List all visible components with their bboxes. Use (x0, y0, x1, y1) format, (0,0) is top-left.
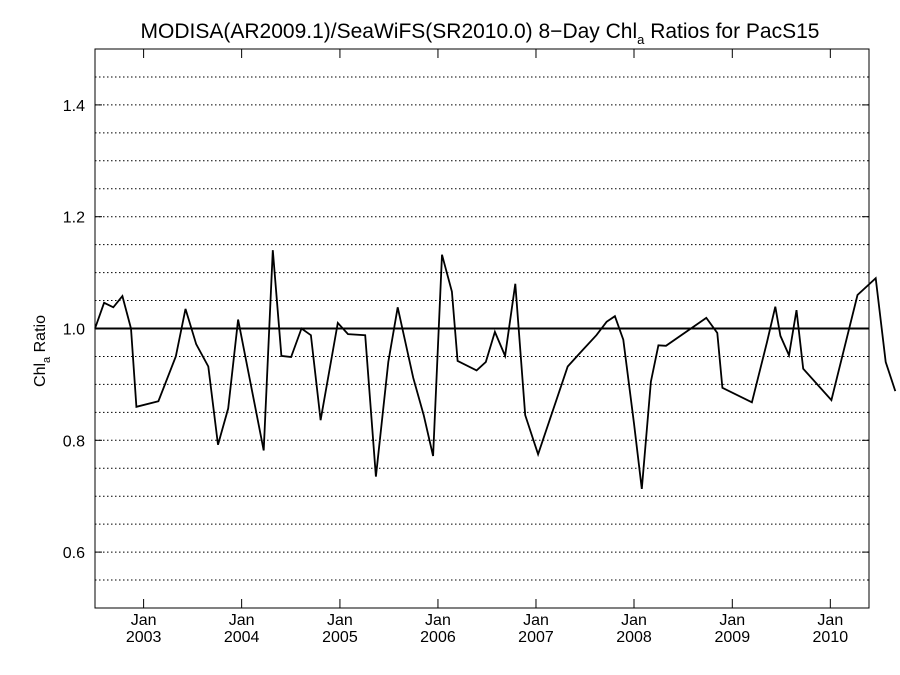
chart-title: MODISA(AR2009.1)/SeaWiFS(SR2010.0) 8−Day… (141, 20, 820, 47)
y-axis-label-prefix: Chl (32, 363, 49, 387)
y-axis-label: Chla Ratio (32, 315, 53, 387)
x-tick-label-month: Jan (523, 612, 549, 629)
y-tick-label: 0.6 (63, 545, 85, 562)
x-tick-label-year: 2010 (813, 629, 849, 646)
x-tick-label-month: Jan (817, 612, 843, 629)
x-tick-label-year: 2009 (715, 629, 751, 646)
series-group (94, 250, 897, 490)
x-tick-label-year: 2005 (322, 629, 358, 646)
x-tick-label-month: Jan (719, 612, 745, 629)
x-tick-label-month: Jan (229, 612, 255, 629)
chart-title-suffix: Ratios for PacS15 (644, 20, 819, 43)
x-tick-label-year: 2003 (126, 629, 162, 646)
y-tick-label: 1.2 (63, 210, 85, 227)
y-axis-label-subscript: a (41, 356, 53, 363)
x-tick-label-year: 2008 (616, 629, 652, 646)
y-axis-label-suffix: Ratio (32, 315, 49, 357)
y-axis: 0.6 0.8 1.0 1.2 1.4 (63, 98, 869, 562)
x-axis: Jan2003Jan2004Jan2005Jan2006Jan2007Jan20… (126, 49, 848, 646)
data-series-line (94, 250, 897, 490)
x-tick-label-year: 2006 (420, 629, 456, 646)
chart-title-subscript: a (637, 32, 645, 47)
y-tick-label: 1.4 (63, 98, 85, 115)
y-tick-label: 0.8 (63, 433, 85, 450)
x-tick-label-month: Jan (621, 612, 647, 629)
x-tick-label-year: 2007 (518, 629, 554, 646)
gridlines (95, 76, 869, 581)
x-tick-label-year: 2004 (224, 629, 260, 646)
chart-title-prefix: MODISA(AR2009.1)/SeaWiFS(SR2010.0) 8−Day… (141, 20, 638, 43)
x-tick-label-month: Jan (131, 612, 157, 629)
x-tick-label-month: Jan (425, 612, 451, 629)
x-tick-label-month: Jan (327, 612, 353, 629)
y-tick-label: 1.0 (63, 322, 85, 339)
